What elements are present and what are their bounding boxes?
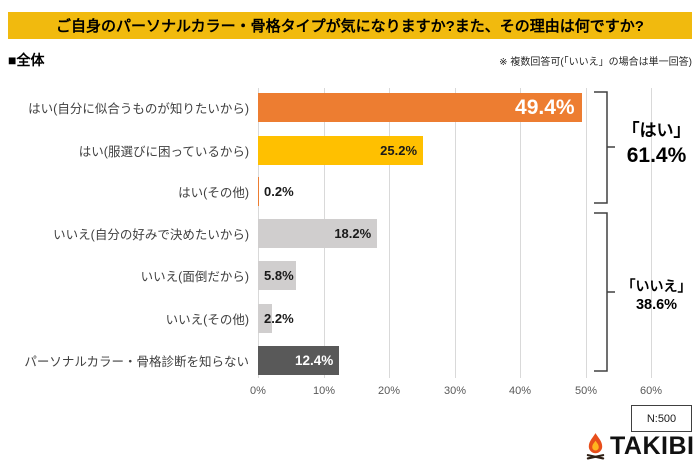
hai-bracket <box>594 91 615 204</box>
gridline-60 <box>651 88 652 378</box>
bar-yes-clothes-trouble: 25.2% <box>258 136 424 165</box>
x-tick: 0% <box>250 385 266 397</box>
gridline-30 <box>455 88 456 378</box>
bar-no-bothersome <box>258 261 296 290</box>
bar-row: はい(その他) 0.2% <box>0 177 700 206</box>
group-label: 「はい」 <box>622 121 691 140</box>
chart-title-bar: ご自身のパーソナルカラー・骨格タイプが気になりますか?また、その理由は何ですか? <box>8 12 692 39</box>
bar-yes-other <box>258 177 260 206</box>
category-label: いいえ(面倒だから) <box>140 270 249 284</box>
x-tick: 60% <box>639 385 663 397</box>
value-label: 0.2% <box>264 184 294 199</box>
value-label: 12.4% <box>294 353 334 368</box>
x-tick: 50% <box>574 385 598 397</box>
x-tick: 30% <box>443 385 467 397</box>
x-tick: 20% <box>377 385 401 397</box>
logo-text: TAKIBI <box>610 432 695 460</box>
gridline-20 <box>389 88 390 378</box>
sample-size: N:500 <box>646 412 677 425</box>
takibi-logo: TAKIBI <box>584 431 694 461</box>
value-label: 18.2% <box>334 226 372 241</box>
gridline-50 <box>586 88 587 378</box>
gridline-40 <box>520 88 521 378</box>
bar-yes-suits-me: 49.4% <box>258 93 582 122</box>
value-label: 49.4% <box>515 95 575 119</box>
group-value: 38.6% <box>635 297 678 313</box>
x-tick: 40% <box>508 385 532 397</box>
bar-row: パーソナルカラー・骨格診断を知らない 12.4% <box>0 346 700 375</box>
category-label: いいえ(自分の好みで決めたいから) <box>53 228 249 242</box>
bar-no-other <box>258 304 273 333</box>
chart-title: ご自身のパーソナルカラー・骨格タイプが気になりますか?また、その理由は何ですか? <box>56 18 644 35</box>
group-summary-no: 「いいえ」 38.6% <box>613 277 700 315</box>
bar-row: はい(自分に似合うものが知りたいから) 49.4% <box>0 93 700 122</box>
group-value: 61.4% <box>626 144 687 167</box>
survey-note: ※ 複数回答可(「いいえ」の場合は単一回答) <box>499 57 692 68</box>
bar-row: いいえ(面倒だから) 5.8% <box>0 261 700 290</box>
bar-row: いいえ(自分の好みで決めたいから) 18.2% <box>0 219 700 248</box>
bar-row: いいえ(その他) 2.2% <box>0 304 700 333</box>
value-label: 25.2% <box>380 143 418 158</box>
sample-size-box: N:500 <box>631 405 692 432</box>
category-label: はい(その他) <box>178 186 249 200</box>
group-label: 「いいえ」 <box>621 278 692 294</box>
value-label: 2.2% <box>264 311 294 326</box>
bar-no-own-taste: 18.2% <box>258 219 378 248</box>
x-tick: 10% <box>312 385 336 397</box>
iie-bracket <box>594 212 615 372</box>
value-label: 5.8% <box>264 268 294 283</box>
category-label: はい(服選びに困っているから) <box>78 145 249 159</box>
category-label: パーソナルカラー・骨格診断を知らない <box>24 355 249 369</box>
group-brackets <box>594 91 615 372</box>
group-summary-yes: 「はい」 61.4% <box>613 119 700 169</box>
campfire-icon <box>586 433 605 460</box>
bar-row: はい(服選びに困っているから) 25.2% <box>0 136 700 165</box>
category-label: いいえ(その他) <box>165 313 249 327</box>
section-label: ■全体 <box>8 52 45 68</box>
bar-dont-know-diagnosis: 12.4% <box>258 346 340 375</box>
category-label: はい(自分に似合うものが知りたいから) <box>28 102 249 116</box>
